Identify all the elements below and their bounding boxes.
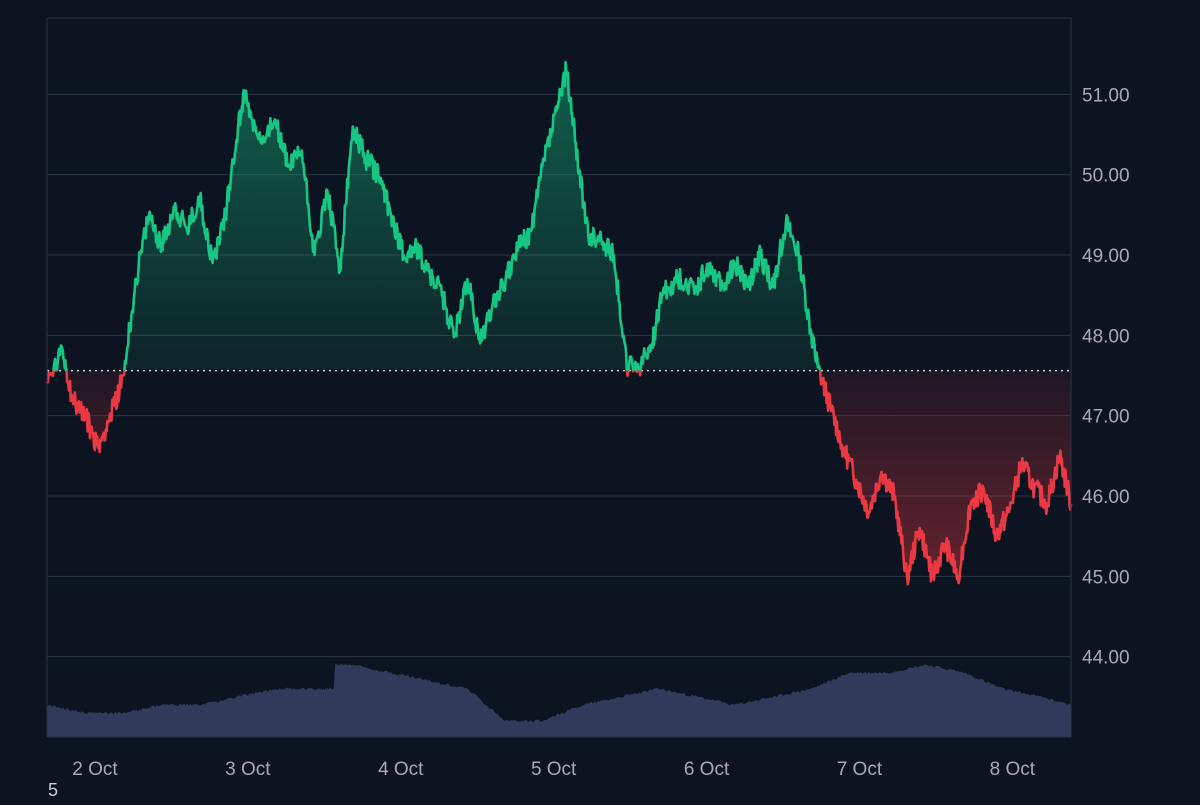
y-tick-label: 51.00 [1082, 85, 1130, 106]
y-tick-label: 47.00 [1082, 407, 1130, 428]
y-tick-label: 48.00 [1082, 326, 1130, 347]
y-tick-label: 49.00 [1082, 246, 1130, 267]
volume-layer [47, 663, 1071, 737]
price-line-up [52, 60, 822, 371]
x-tick-label: 3 Oct [225, 759, 271, 780]
price-line-down [45, 370, 1073, 586]
area-fill-above-baseline [53, 62, 821, 371]
line-layer [45, 60, 1073, 586]
y-tick-label: 45.00 [1082, 567, 1130, 588]
volume-area [47, 663, 1071, 737]
plot-frame [46, 17, 1072, 737]
y-tick-label: 46.00 [1082, 487, 1130, 508]
x-tick-label: 5 Oct [531, 759, 577, 780]
y-tick-label: 44.00 [1082, 648, 1130, 669]
fill-layer [47, 62, 1071, 585]
x-tick-label: 8 Oct [990, 759, 1036, 780]
x-tick-label: 2 Oct [72, 759, 118, 780]
corner-label: 5 [48, 780, 59, 800]
x-tick-label: 4 Oct [378, 759, 424, 780]
y-axis-ticks: 51.00 50.00 49.00 48.00 47.00 46.00 45.00 44.00 [1082, 85, 1130, 668]
x-tick-label: 7 Oct [837, 759, 883, 780]
area-fill-below-baseline [47, 370, 1071, 585]
y-tick-label: 50.00 [1082, 166, 1130, 187]
x-tick-label: 6 Oct [684, 759, 730, 780]
x-axis-ticks: 2 Oct 3 Oct 4 Oct 5 Oct 6 Oct 7 Oct 8 Oct [72, 759, 1035, 780]
axis-layer [46, 17, 1072, 738]
